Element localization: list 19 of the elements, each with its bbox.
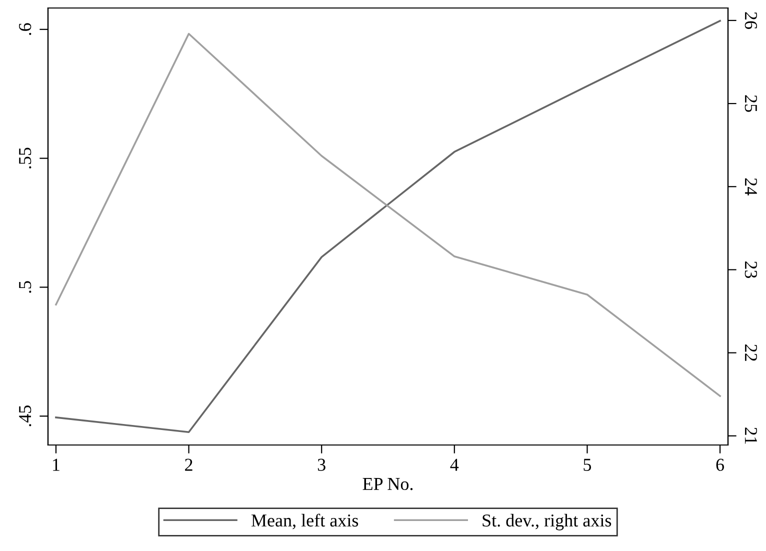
legend-label: Mean, left axis xyxy=(251,514,358,530)
legend-label: St. dev., right axis xyxy=(482,514,612,530)
x-tick-label: 5 xyxy=(584,458,592,471)
y-tick-label: .55 xyxy=(19,148,32,168)
x-tick-label: 1 xyxy=(53,458,60,471)
y2-tick-label: 21 xyxy=(745,428,757,444)
y2-tick-label: 25 xyxy=(744,95,757,112)
y2-tick-label: 26 xyxy=(744,12,757,29)
x-tick-label: 3 xyxy=(318,458,326,471)
y2-tick-label: 24 xyxy=(745,178,757,196)
y2-tick-label: 23 xyxy=(744,261,757,278)
y-tick-label: .6 xyxy=(19,23,32,35)
x-tick-label: 6 xyxy=(716,458,724,471)
y-tick-label: .45 xyxy=(19,406,32,426)
x-tick-label: 2 xyxy=(185,458,192,471)
x-axis-title: EP No. xyxy=(362,478,413,490)
y-tick-label: .5 xyxy=(19,281,32,293)
x-tick-label: 4 xyxy=(450,458,459,471)
y2-tick-label: 22 xyxy=(745,344,757,361)
